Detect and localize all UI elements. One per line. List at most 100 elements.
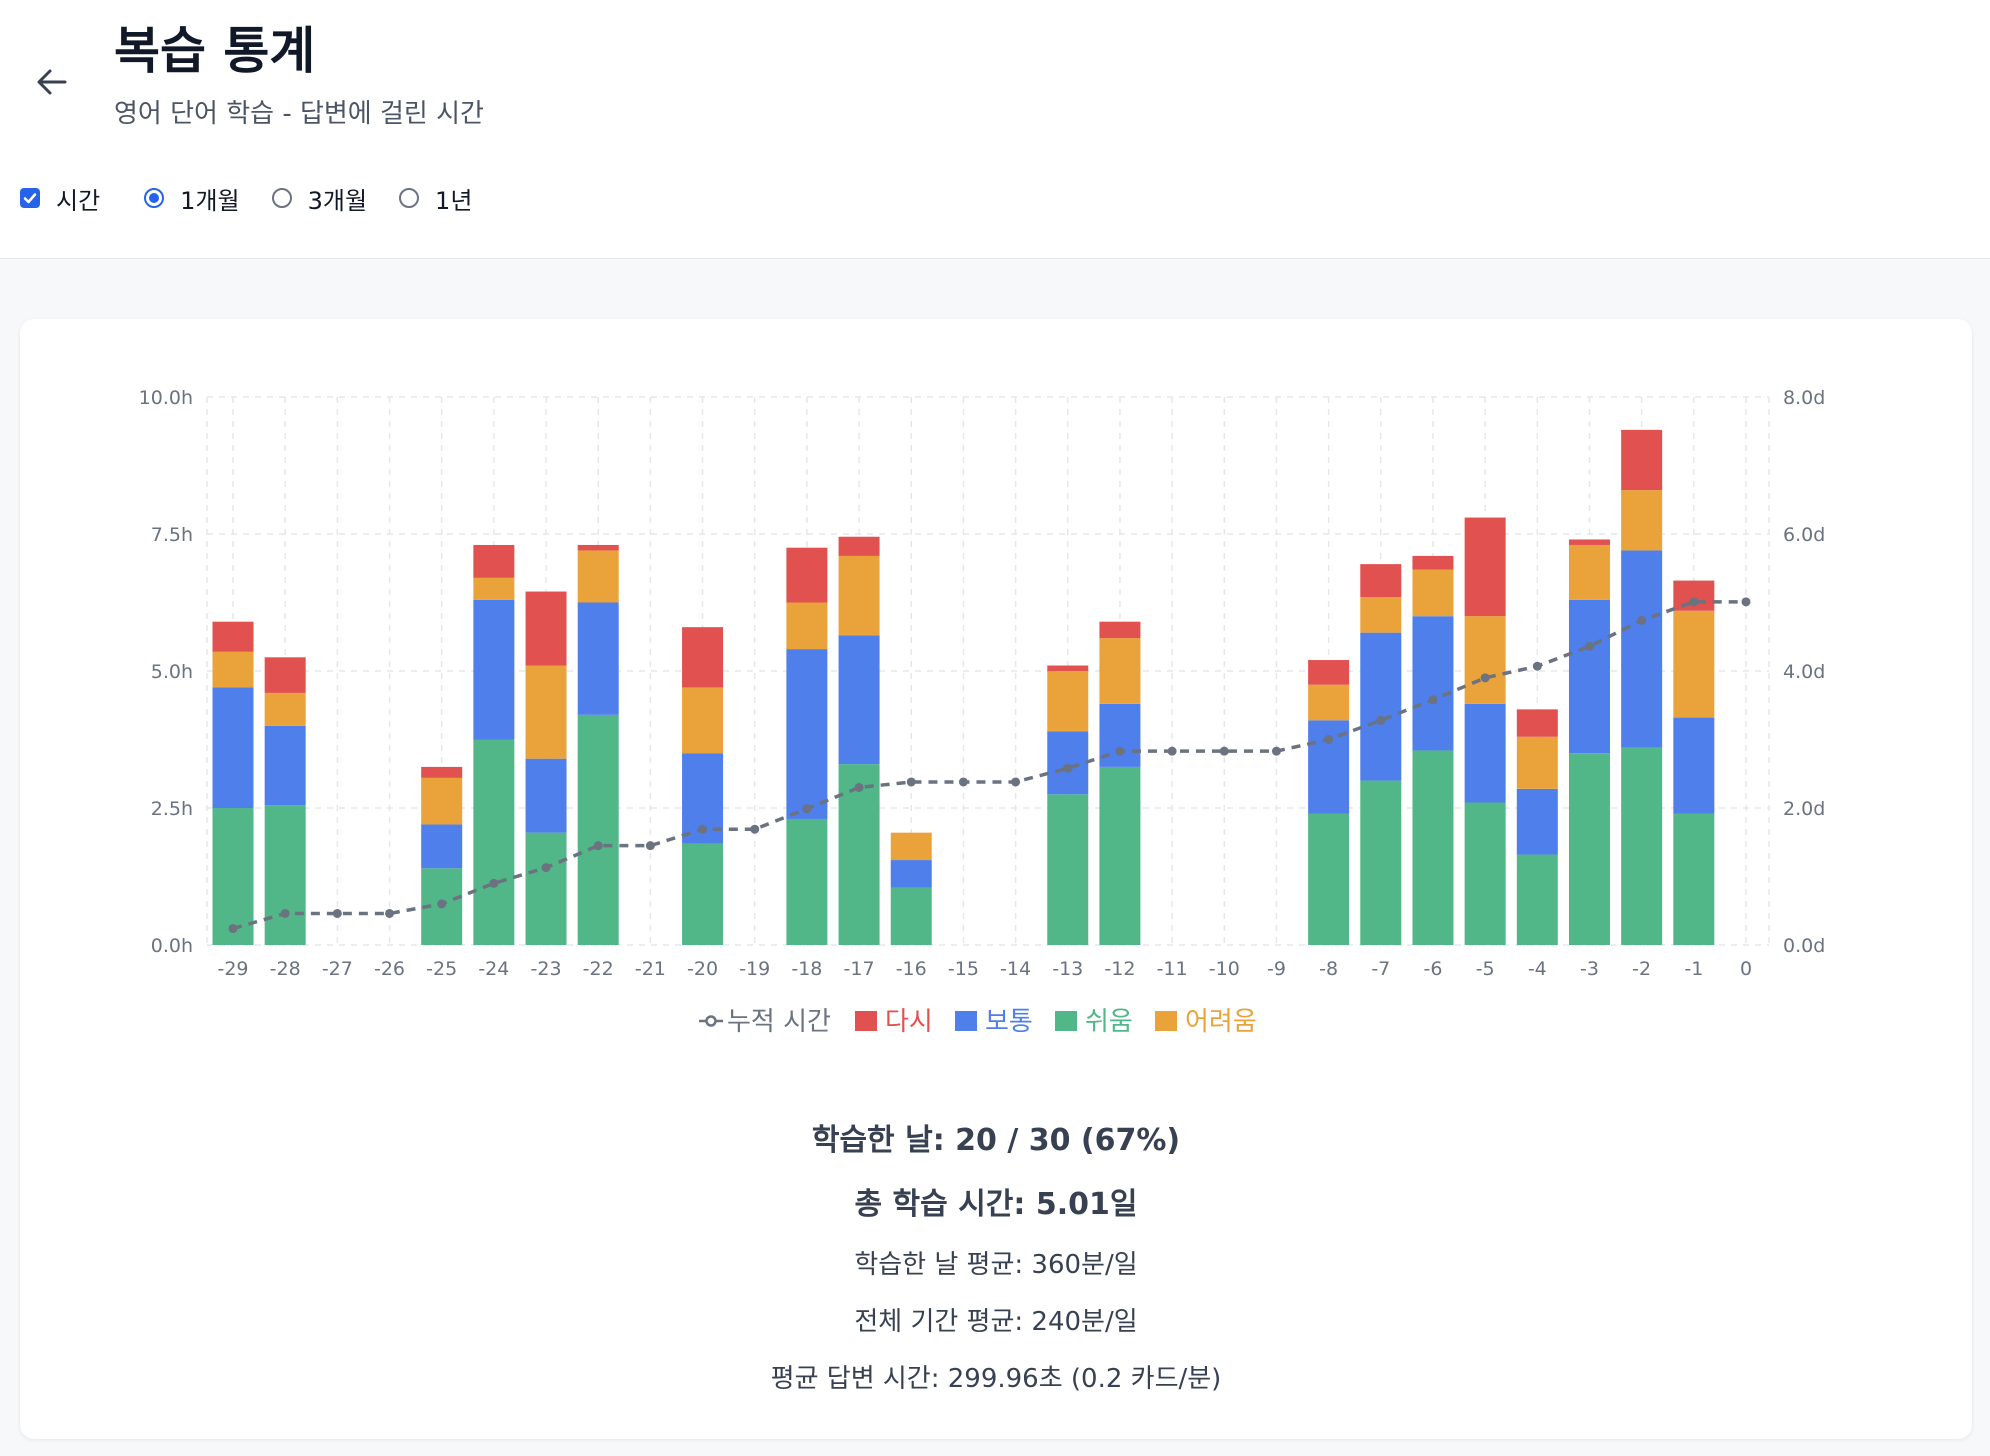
- bar-segment: [786, 818, 828, 945]
- x-tick-label: -8: [1319, 958, 1338, 980]
- range-option-3-months[interactable]: 3개월: [271, 181, 368, 216]
- bar-segment: [473, 544, 515, 578]
- cumulative-point: [1167, 746, 1177, 756]
- page-subtitle: 영어 단어 학습 - 답변에 걸린 시간: [114, 99, 484, 129]
- legend-label: 다시: [885, 1007, 933, 1037]
- bar-segment: [1308, 684, 1350, 721]
- y-left-tick-label: 2.5h: [151, 798, 193, 820]
- bar-segment: [786, 649, 828, 819]
- arrow-left-icon: [37, 69, 67, 95]
- cumulative-point: [280, 908, 290, 918]
- x-tick-label: -1: [1684, 958, 1703, 980]
- x-tick-label: -21: [635, 958, 666, 980]
- x-tick-label: -28: [270, 958, 301, 980]
- bar-segment: [264, 725, 306, 806]
- cumulative-point: [1376, 715, 1386, 725]
- x-tick-label: -5: [1476, 958, 1495, 980]
- bar-segment: [890, 860, 932, 888]
- bar-segment: [525, 758, 567, 833]
- cumulative-point: [1741, 597, 1751, 607]
- bar-segment: [577, 550, 619, 603]
- x-tick-label: -12: [1104, 958, 1135, 980]
- y-left-tick-label: 7.5h: [151, 524, 193, 546]
- x-tick-label: -15: [948, 958, 979, 980]
- x-tick-label: -10: [1209, 958, 1240, 980]
- x-tick-label: -23: [531, 958, 562, 980]
- legend-swatch: [955, 1011, 977, 1031]
- bar-segment: [1047, 671, 1089, 732]
- bar-segment: [786, 547, 828, 603]
- bar-segment: [1568, 753, 1610, 945]
- bar-segment: [1621, 490, 1663, 551]
- bar-segment: [1464, 616, 1506, 704]
- cumulative-point: [489, 878, 499, 888]
- cumulative-point: [698, 824, 708, 834]
- bar-segment: [212, 621, 254, 652]
- legend-label: 쉬움: [1085, 1007, 1133, 1037]
- x-tick-label: 0: [1740, 958, 1752, 980]
- radio-icon[interactable]: [271, 188, 292, 208]
- y-left-tick-label: 0.0h: [151, 935, 193, 957]
- bar-segment: [838, 764, 880, 945]
- bar-segment: [1360, 632, 1402, 781]
- radio-icon[interactable]: [399, 188, 420, 208]
- range-option-1-month[interactable]: 1개월: [144, 181, 240, 216]
- days-studied-stat: 학습한 날: 20 / 30 (67%): [811, 1123, 1181, 1158]
- cumulative-point: [437, 899, 447, 909]
- bar-segment: [1308, 660, 1350, 685]
- cumulative-point: [541, 863, 551, 873]
- cumulative-point: [1584, 641, 1594, 651]
- review-time-chart: 0.0h 0.0d 2.5h 2.0d 5.0h 4.0d 7.5h 6.0d 10.0h 8.0…: [139, 387, 1826, 1037]
- x-tick-label: -18: [791, 958, 822, 980]
- x-tick-label: -24: [478, 958, 509, 980]
- x-tick-label: -4: [1528, 958, 1547, 980]
- range-option-label: 1개월: [180, 186, 240, 215]
- cumulative-point: [1271, 746, 1281, 756]
- bar-segment: [1621, 747, 1663, 945]
- bar-segment: [212, 651, 254, 688]
- bar-segment: [212, 808, 254, 945]
- bar-segment: [890, 832, 932, 861]
- x-tick-label: -2: [1632, 958, 1651, 980]
- back-button[interactable]: [28, 58, 76, 106]
- x-tick-label: -20: [687, 958, 718, 980]
- stats-summary: 학습한 날: 20 / 30 (67%) 총 학습 시간: 5.01일 학습한 …: [20, 1109, 1972, 1408]
- checkbox-checked-icon[interactable]: [20, 188, 40, 208]
- cumulative-point: [645, 841, 655, 851]
- range-option-label: 3개월: [307, 186, 368, 215]
- bar-segment: [1047, 794, 1089, 945]
- radio-selected-icon[interactable]: [144, 188, 165, 208]
- x-tick-label: -7: [1371, 958, 1390, 980]
- legend-swatch: [855, 1011, 877, 1031]
- x-tick-label: -19: [739, 958, 770, 980]
- y-right-tick-label: 2.0d: [1783, 798, 1825, 820]
- cumulative-point: [958, 777, 968, 787]
- range-option-1-year[interactable]: 1년: [399, 181, 472, 216]
- y-right-tick-label: 6.0d: [1783, 524, 1825, 546]
- bar-segment: [525, 665, 567, 759]
- bar-segment: [212, 687, 254, 808]
- bar-segment: [264, 692, 306, 726]
- bar-segment: [1621, 429, 1663, 491]
- bar-segment: [1412, 750, 1454, 945]
- bar-segment: [1673, 717, 1715, 814]
- bar-segment: [682, 843, 724, 945]
- avg-studied-days-stat: 학습한 날 평균: 360분/일: [854, 1250, 1138, 1280]
- x-tick-label: -11: [1157, 958, 1188, 980]
- x-tick-label: -17: [844, 958, 875, 980]
- time-checkbox[interactable]: 시간: [20, 181, 100, 216]
- bar-segment: [1464, 802, 1506, 945]
- bar-segment: [577, 714, 619, 945]
- total-time-stat: 총 학습 시간: 5.01일: [854, 1187, 1138, 1222]
- y-right-tick-label: 0.0d: [1783, 935, 1825, 957]
- bar-segment: [421, 766, 463, 778]
- cumulative-point: [1637, 615, 1647, 625]
- bar-segment: [473, 599, 515, 740]
- x-tick-label: -22: [583, 958, 614, 980]
- legend-swatch: [1055, 1011, 1077, 1031]
- bar-segment: [421, 777, 463, 825]
- bar-segment: [1047, 731, 1089, 795]
- bar-segment: [682, 687, 724, 754]
- bar-segment: [264, 657, 306, 693]
- x-tick-label: -29: [217, 958, 248, 980]
